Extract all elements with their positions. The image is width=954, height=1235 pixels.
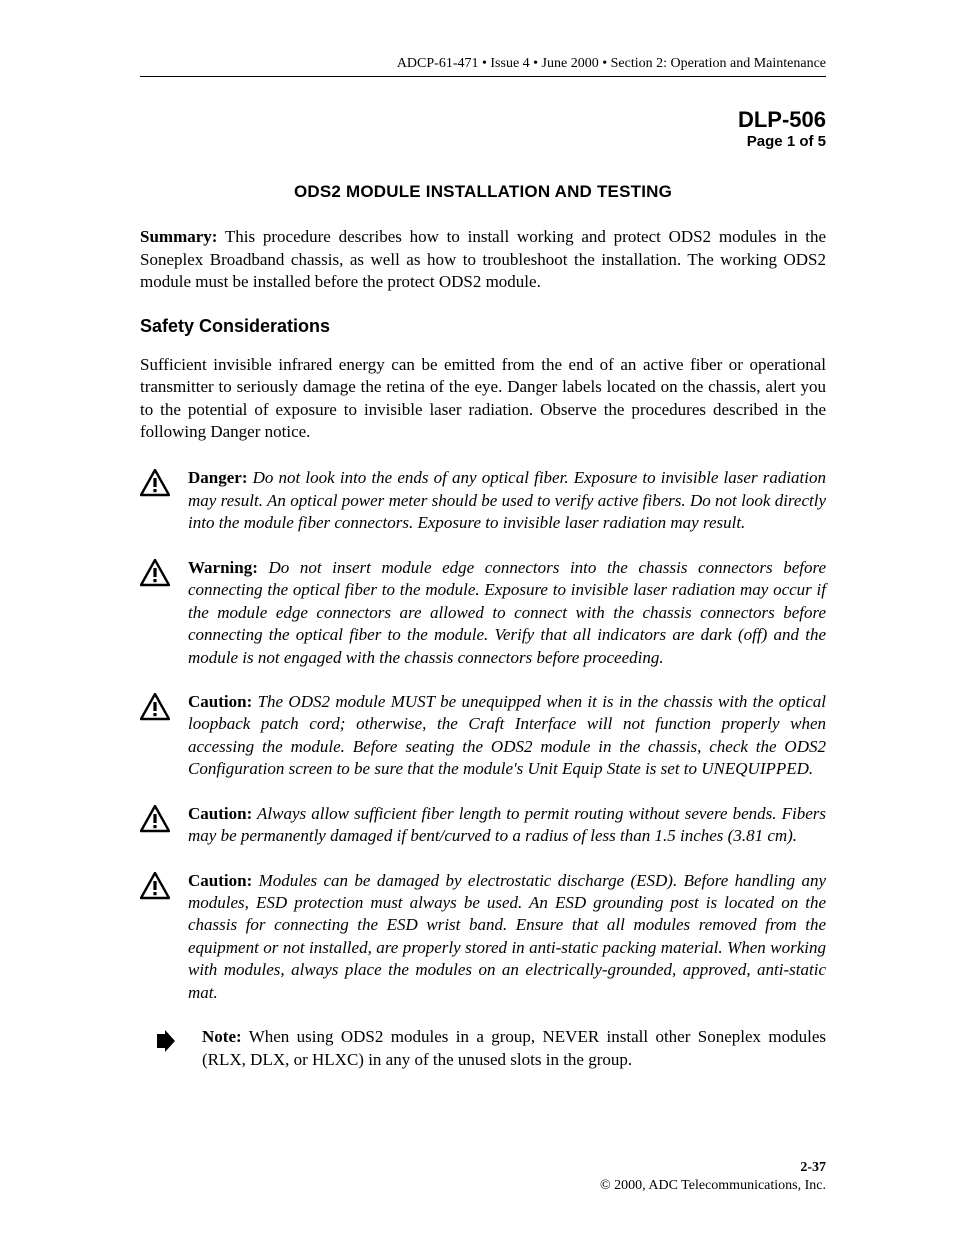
notice-label: Caution: (188, 871, 252, 890)
notice-text-column: Danger: Do not look into the ends of any… (188, 467, 826, 534)
notice-label: Note: (202, 1027, 242, 1046)
notice-row: Caution: Modules can be damaged by elect… (140, 870, 826, 1005)
page-title: ODS2 MODULE INSTALLATION AND TESTING (140, 182, 826, 202)
notice-row: Note: When using ODS2 modules in a group… (140, 1026, 826, 1071)
warning-triangle-icon (140, 805, 170, 833)
summary-label: Summary: (140, 227, 217, 246)
footer-page-number: 2-37 (600, 1159, 826, 1177)
summary-paragraph: Summary: This procedure describes how to… (140, 226, 826, 293)
warning-triangle-icon (140, 872, 170, 900)
notice-row: Caution: The ODS2 module MUST be unequip… (140, 691, 826, 781)
notice-icon-column (140, 467, 188, 497)
notice-body-text: The ODS2 module MUST be unequipped when … (188, 692, 826, 778)
summary-text: This procedure describes how to install … (140, 227, 826, 291)
footer-copyright: © 2000, ADC Telecommunications, Inc. (600, 1177, 826, 1195)
header-rule (140, 76, 826, 77)
notice-label: Caution: (188, 692, 252, 711)
notice-body-text: Do not insert module edge connectors int… (188, 558, 826, 667)
safety-heading: Safety Considerations (140, 316, 826, 337)
notice-text-column: Note: When using ODS2 modules in a group… (202, 1026, 826, 1071)
dlp-page-indicator: Page 1 of 5 (140, 133, 826, 150)
notice-text-column: Caution: Modules can be damaged by elect… (188, 870, 826, 1005)
warning-triangle-icon (140, 693, 170, 721)
notice-label: Caution: (188, 804, 252, 823)
notice-body-text: Always allow sufficient fiber length to … (188, 804, 826, 845)
dlp-code: DLP-506 (140, 107, 826, 133)
notice-row: Warning: Do not insert module edge conne… (140, 557, 826, 669)
notice-row: Caution: Always allow sufficient fiber l… (140, 803, 826, 848)
running-head: ADCP-61-471 • Issue 4 • June 2000 • Sect… (140, 56, 826, 72)
notice-text-column: Caution: The ODS2 module MUST be unequip… (188, 691, 826, 781)
warning-triangle-icon (140, 559, 170, 587)
notice-label: Danger: (188, 468, 247, 487)
note-arrow-icon (154, 1030, 176, 1052)
notice-label: Warning: (188, 558, 258, 577)
page-footer: 2-37 © 2000, ADC Telecommunications, Inc… (600, 1159, 826, 1195)
safety-intro: Sufficient invisible infrared energy can… (140, 354, 826, 444)
notice-row: Danger: Do not look into the ends of any… (140, 467, 826, 534)
notice-body-text: When using ODS2 modules in a group, NEVE… (202, 1027, 826, 1068)
notice-icon-column (140, 803, 188, 833)
notice-text-column: Warning: Do not insert module edge conne… (188, 557, 826, 669)
notice-icon-column (140, 870, 188, 900)
notice-text-column: Caution: Always allow sufficient fiber l… (188, 803, 826, 848)
warning-triangle-icon (140, 469, 170, 497)
notice-icon-column (140, 691, 188, 721)
notice-body-text: Modules can be damaged by electrostatic … (188, 871, 826, 1002)
notices-list: Danger: Do not look into the ends of any… (140, 467, 826, 1071)
dlp-block: DLP-506 Page 1 of 5 (140, 107, 826, 150)
notice-body-text: Do not look into the ends of any optical… (188, 468, 826, 532)
document-page: ADCP-61-471 • Issue 4 • June 2000 • Sect… (0, 0, 954, 1235)
notice-icon-column (140, 1026, 202, 1052)
notice-icon-column (140, 557, 188, 587)
